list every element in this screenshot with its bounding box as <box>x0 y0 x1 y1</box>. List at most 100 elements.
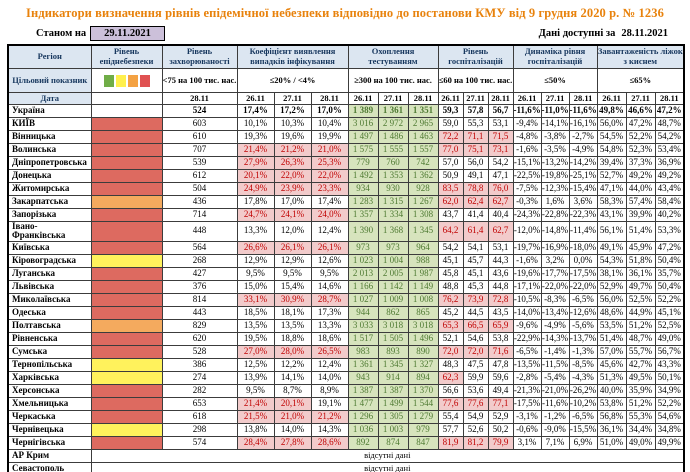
detection-coef-cell: 10,1% <box>236 117 275 131</box>
hospitalization-cell: 62,0 <box>437 195 464 209</box>
detection-coef-cell: 9,5% <box>273 266 312 281</box>
region-cell: Чернігівська <box>7 435 92 450</box>
oxygen-beds-cell: 48,7% <box>625 331 656 346</box>
region-cell: Черкаська <box>7 409 92 424</box>
testing-cell: 3 016 <box>347 117 379 131</box>
table-row: Чернівецька 298 13,8% 14,0% 14,3% 1 036 1 003 9… <box>7 422 685 437</box>
oxygen-beds-cell: 54,6% <box>654 409 685 424</box>
detection-coef-cell: 12,4% <box>310 357 349 372</box>
oxygen-beds-cell: 45,9% <box>625 240 656 255</box>
date-header: 28.11 <box>654 92 685 105</box>
testing-cell: 964 <box>407 240 439 255</box>
table-row: Луганська 427 9,5% 9,5% 9,5% 2 013 2 005 1 987 4… <box>7 266 685 281</box>
hosp-dynamics-cell: -14,0% <box>512 305 542 320</box>
column-header-region: Регіон <box>7 44 92 69</box>
hospitalization-cell: 56,7 <box>487 104 514 118</box>
hospitalization-cell: 47,8 <box>487 357 514 372</box>
as-of-label: Станом на <box>36 27 87 39</box>
incidence-cell: 610 <box>161 130 238 144</box>
epidemic-level-legend <box>90 68 163 93</box>
hosp-dynamics-cell: -13,4% <box>540 305 570 320</box>
incidence-cell: 376 <box>161 279 238 294</box>
region-cell: Луганська <box>7 266 92 281</box>
detection-coef-cell: 19,1% <box>310 396 349 411</box>
hospitalization-cell: 57,0 <box>437 156 464 170</box>
testing-cell: 893 <box>377 344 409 359</box>
testing-cell: 1 334 <box>377 208 409 222</box>
hospitalization-cell: 44,5 <box>462 305 489 320</box>
table-row: Черкаська 618 21,5% 21,0% 21,2% 1 296 1 305 1 2… <box>7 409 685 424</box>
table-row: Миколаївська 814 33,1% 30,9% 28,7% 1 027 1 009… <box>7 292 685 307</box>
testing-cell: 1 477 <box>347 396 379 411</box>
hospitalization-cell: 64,2 <box>437 221 464 242</box>
table-row: Чернігівська 574 28,4% 27,8% 28,6% 892 874 847 8… <box>7 435 685 450</box>
hospitalization-cell: 43,6 <box>487 266 514 281</box>
hospitalization-cell: 56,0 <box>462 156 489 170</box>
hosp-dynamics-cell: -11,6% <box>568 104 598 118</box>
hospitalization-cell: 45,1 <box>437 253 464 268</box>
date-header: 27.11 <box>377 92 409 105</box>
oxygen-beds-cell: 36,9% <box>654 156 685 170</box>
hosp-dynamics-cell: 3,1% <box>512 435 542 450</box>
detection-coef-cell: 18,1% <box>273 305 312 320</box>
region-cell: Житомирська <box>7 182 92 196</box>
hosp-dynamics-cell: -14,3% <box>540 331 570 346</box>
testing-cell: 943 <box>347 370 379 385</box>
epidemic-level-cell <box>90 104 163 118</box>
epidemic-level-cell <box>90 279 163 294</box>
detection-coef-cell: 21,2% <box>310 409 349 424</box>
detection-coef-cell: 21,5% <box>236 409 275 424</box>
table-row: Сумська 528 27,0% 28,0% 26,5% 983 893 890 72,0 72… <box>7 344 685 359</box>
hospitalization-cell: 77,1 <box>487 396 514 411</box>
hosp-dynamics-cell: -3,1% <box>512 409 542 424</box>
testing-cell: 1 036 <box>347 422 379 437</box>
oxygen-beds-cell: 50,1% <box>654 370 685 385</box>
testing-cell: 862 <box>377 305 409 320</box>
detection-coef-cell: 23,9% <box>273 182 312 196</box>
hospitalization-cell: 45,2 <box>437 305 464 320</box>
hosp-dynamics-cell: -3,5% <box>540 143 570 157</box>
oxygen-beds-cell: 49,5% <box>625 370 656 385</box>
detection-coef-cell: 13,8% <box>236 422 275 437</box>
date-header: 26.11 <box>236 92 275 105</box>
testing-cell: 1 557 <box>407 143 439 157</box>
hospitalization-cell: 49,1 <box>462 169 489 183</box>
oxygen-beds-cell: 47,1% <box>596 182 627 196</box>
incidence-cell: 653 <box>161 396 238 411</box>
target-testing: ≥300 на 100 тис. нас. <box>347 68 439 93</box>
hosp-dynamics-cell: -21,3% <box>512 383 542 398</box>
oxygen-beds-cell: 50,4% <box>654 279 685 294</box>
date-header: 28.11 <box>310 92 349 105</box>
hosp-dynamics-cell: -13,2% <box>540 156 570 170</box>
hospitalization-cell: 54,1 <box>462 240 489 255</box>
hosp-dynamics-cell: 1,6% <box>540 195 570 209</box>
detection-coef-cell: 17,3% <box>310 305 349 320</box>
testing-cell: 874 <box>377 435 409 450</box>
detection-coef-cell: 24,0% <box>310 208 349 222</box>
oxygen-beds-cell: 55,7% <box>625 344 656 359</box>
hosp-dynamics-cell: -22,0% <box>568 279 598 294</box>
hospitalization-cell: 77,6 <box>462 396 489 411</box>
no-data-cell: відсутні дані <box>90 461 685 472</box>
detection-coef-cell: 21,4% <box>236 396 275 411</box>
region-cell: Севастополь <box>7 461 92 472</box>
detection-coef-cell: 20,1% <box>273 396 312 411</box>
detection-coef-cell: 24,9% <box>236 182 275 196</box>
oxygen-beds-cell: 52,5% <box>654 318 685 333</box>
testing-cell: 1 345 <box>377 357 409 372</box>
region-cell: Чернівецька <box>7 422 92 437</box>
hospitalization-cell: 52,9 <box>487 409 514 424</box>
region-cell: Київська <box>7 240 92 255</box>
epidemic-level-cell <box>90 253 163 268</box>
hospitalization-cell: 81,2 <box>462 435 489 450</box>
detection-coef-cell: 13,3% <box>236 221 275 242</box>
hospitalization-cell: 53,1 <box>487 240 514 255</box>
detection-coef-cell: 24,7% <box>236 208 275 222</box>
column-header-hosp-dynamics: Динаміка рівня госпіталізацій <box>512 44 598 69</box>
detection-coef-cell: 10,4% <box>310 117 349 131</box>
date-empty-cell <box>90 92 163 105</box>
detection-coef-cell: 26,5% <box>310 344 349 359</box>
hospitalization-cell: 77,0 <box>437 143 464 157</box>
hospitalization-cell: 50,9 <box>437 169 464 183</box>
hospitalization-cell: 57,7 <box>437 422 464 437</box>
